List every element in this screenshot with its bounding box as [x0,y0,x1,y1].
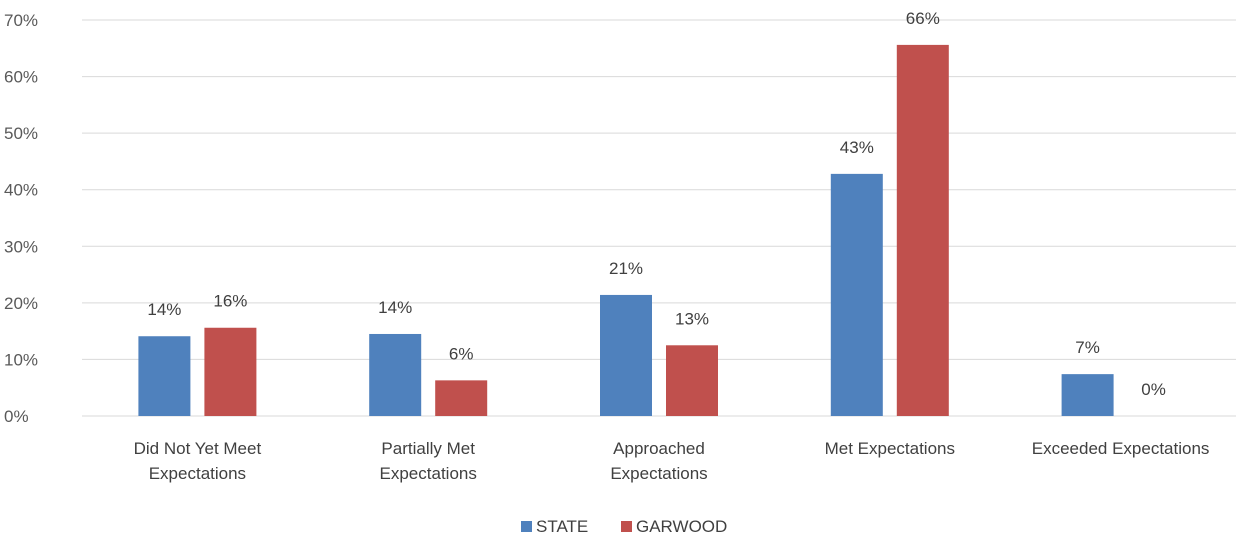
bars [138,44,1114,417]
category-label: Did Not Yet Meet [134,439,262,458]
category-label: Expectations [380,464,477,483]
data-label: 43% [840,138,874,157]
data-labels: 14% 14% 21% 43% 7% 16% 6% 13% 66% 0% [147,9,1166,399]
data-label: 0% [1141,380,1166,399]
gridlines [82,19,1236,417]
category-label: Approached [613,439,705,458]
bar-state [600,294,652,416]
data-label: 21% [609,259,643,278]
bar-garwood [666,345,718,416]
data-label: 16% [213,292,247,311]
y-tick-label: 70% [4,11,38,30]
x-axis-category-labels: Did Not Yet Meet Expectations Partially Me… [134,439,1210,483]
legend-label: GARWOOD [636,517,727,536]
data-label: 6% [449,344,474,363]
bar-garwood [896,44,949,417]
data-label: 66% [906,9,940,28]
y-axis-tick-labels: 0% 10% 20% 30% 40% 50% 60% 70% [4,11,38,426]
y-tick-label: 30% [4,237,38,256]
y-tick-label: 0% [4,407,29,426]
y-tick-label: 10% [4,350,38,369]
bar-state [830,173,883,416]
legend-label: STATE [536,517,588,536]
data-label: 7% [1075,338,1100,357]
category-label: Expectations [610,464,707,483]
y-tick-label: 60% [4,68,38,87]
legend: STATE GARWOOD [521,517,727,536]
data-label: 14% [147,300,181,319]
category-label: Exceeded Expectations [1032,439,1210,458]
data-label: 14% [378,298,412,317]
y-tick-label: 50% [4,124,38,143]
bar-state [369,333,422,416]
category-label: Met Expectations [825,439,955,458]
bar-state [138,336,191,416]
y-tick-label: 40% [4,181,38,200]
category-label: Partially Met [381,439,475,458]
bar-state [1061,374,1114,416]
bar-garwood [204,327,257,416]
data-label: 13% [675,309,709,328]
y-tick-label: 20% [4,294,38,313]
bar-garwood [435,380,488,416]
legend-swatch-state [521,521,532,532]
legend-swatch-garwood [621,521,632,532]
category-label: Expectations [149,464,246,483]
